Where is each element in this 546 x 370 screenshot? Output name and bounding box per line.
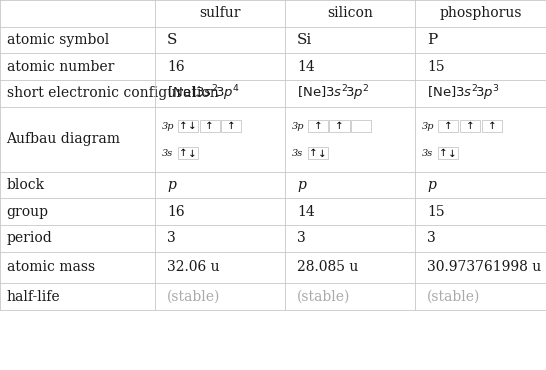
Text: sulfur: sulfur — [199, 6, 241, 20]
Text: (stable): (stable) — [427, 290, 480, 303]
Text: ↑: ↑ — [309, 148, 318, 158]
Text: p: p — [427, 178, 436, 192]
Text: $\mathrm{[Ne]3}s^2\!\mathrm{3}p^3$: $\mathrm{[Ne]3}s^2\!\mathrm{3}p^3$ — [427, 84, 500, 103]
Text: atomic symbol: atomic symbol — [7, 33, 109, 47]
Bar — [221, 120, 241, 132]
Bar — [438, 148, 458, 159]
Text: ↑: ↑ — [335, 121, 344, 131]
Text: 3s: 3s — [162, 149, 174, 158]
Text: 3p: 3p — [162, 122, 175, 131]
Text: S: S — [167, 33, 177, 47]
Text: silicon: silicon — [327, 6, 373, 20]
Text: period: period — [7, 231, 52, 245]
Text: ↑: ↑ — [179, 121, 188, 131]
Bar — [199, 120, 219, 132]
Text: 3p: 3p — [292, 122, 305, 131]
Text: 32.06 u: 32.06 u — [167, 260, 219, 275]
Text: ↓: ↓ — [448, 148, 457, 158]
Text: ↑: ↑ — [179, 148, 188, 158]
Text: ↓: ↓ — [318, 148, 327, 158]
Text: 14: 14 — [297, 60, 315, 74]
Text: ↑: ↑ — [439, 148, 448, 158]
Bar — [460, 120, 480, 132]
Text: (stable): (stable) — [167, 290, 221, 303]
Text: group: group — [7, 205, 49, 219]
Text: ↑: ↑ — [313, 121, 322, 131]
Text: 16: 16 — [167, 60, 185, 74]
Text: half-life: half-life — [7, 290, 60, 303]
Text: phosphorus: phosphorus — [439, 6, 522, 20]
Text: 3: 3 — [167, 231, 176, 245]
Text: Si: Si — [297, 33, 312, 47]
Text: p: p — [297, 178, 306, 192]
Bar — [351, 120, 371, 132]
Bar — [178, 120, 198, 132]
Text: 3s: 3s — [422, 149, 434, 158]
Text: 16: 16 — [167, 205, 185, 219]
Text: 15: 15 — [427, 60, 444, 74]
Text: 14: 14 — [297, 205, 315, 219]
Bar — [482, 120, 502, 132]
Text: 3: 3 — [427, 231, 436, 245]
Text: Aufbau diagram: Aufbau diagram — [7, 132, 121, 146]
Text: 28.085 u: 28.085 u — [297, 260, 358, 275]
Bar — [438, 120, 458, 132]
Bar — [329, 120, 349, 132]
Text: ↑: ↑ — [444, 121, 453, 131]
Text: ↑: ↑ — [205, 121, 214, 131]
Text: $\mathrm{[Ne]3}s^2\!\mathrm{3}p^2$: $\mathrm{[Ne]3}s^2\!\mathrm{3}p^2$ — [297, 84, 370, 103]
Bar — [308, 120, 328, 132]
Text: ↑: ↑ — [227, 121, 236, 131]
Text: atomic number: atomic number — [7, 60, 114, 74]
Bar — [308, 148, 328, 159]
Text: 30.973761998 u: 30.973761998 u — [427, 260, 541, 275]
Text: 3s: 3s — [292, 149, 304, 158]
Text: p: p — [167, 178, 176, 192]
Text: short electronic configuration: short electronic configuration — [7, 87, 218, 101]
Text: ↓: ↓ — [188, 121, 197, 131]
Text: ↓: ↓ — [188, 148, 197, 158]
Text: 15: 15 — [427, 205, 444, 219]
Text: 3p: 3p — [422, 122, 435, 131]
Text: block: block — [7, 178, 45, 192]
Text: P: P — [427, 33, 437, 47]
Text: atomic mass: atomic mass — [7, 260, 94, 275]
Bar — [178, 148, 198, 159]
Text: ↑: ↑ — [466, 121, 474, 131]
Text: $\mathrm{[Ne]3}s^2\!\mathrm{3}p^4$: $\mathrm{[Ne]3}s^2\!\mathrm{3}p^4$ — [167, 84, 240, 103]
Text: 3: 3 — [297, 231, 306, 245]
Text: ↑: ↑ — [488, 121, 496, 131]
Text: (stable): (stable) — [297, 290, 351, 303]
